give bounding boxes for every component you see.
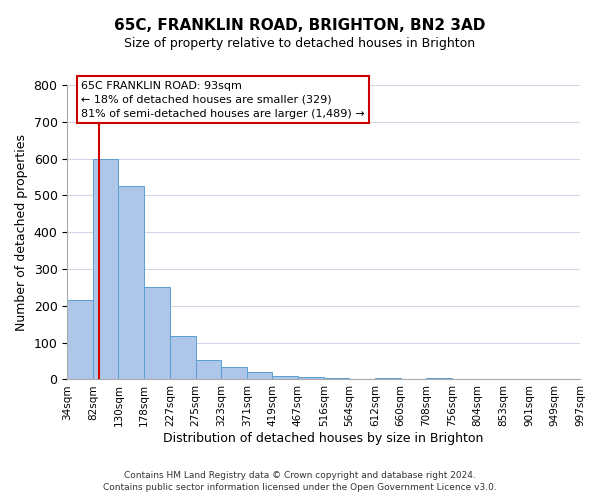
- Bar: [221, 368, 247, 380]
- Bar: [170, 336, 196, 380]
- Bar: [298, 377, 324, 380]
- X-axis label: Distribution of detached houses by size in Brighton: Distribution of detached houses by size …: [163, 432, 484, 445]
- Text: Contains public sector information licensed under the Open Government Licence v3: Contains public sector information licen…: [103, 484, 497, 492]
- Bar: [375, 378, 401, 380]
- Bar: [196, 360, 221, 380]
- Bar: [93, 158, 118, 380]
- Text: Contains HM Land Registry data © Crown copyright and database right 2024.: Contains HM Land Registry data © Crown c…: [124, 471, 476, 480]
- Bar: [247, 372, 272, 380]
- Text: 65C FRANKLIN ROAD: 93sqm
← 18% of detached houses are smaller (329)
81% of semi-: 65C FRANKLIN ROAD: 93sqm ← 18% of detach…: [81, 80, 365, 118]
- Bar: [272, 376, 298, 380]
- Text: Size of property relative to detached houses in Brighton: Size of property relative to detached ho…: [124, 38, 476, 51]
- Bar: [67, 300, 93, 380]
- Y-axis label: Number of detached properties: Number of detached properties: [15, 134, 28, 330]
- Text: 65C, FRANKLIN ROAD, BRIGHTON, BN2 3AD: 65C, FRANKLIN ROAD, BRIGHTON, BN2 3AD: [115, 18, 485, 32]
- Bar: [324, 378, 349, 380]
- Bar: [426, 378, 452, 380]
- Bar: [144, 286, 170, 380]
- Bar: [118, 186, 144, 380]
